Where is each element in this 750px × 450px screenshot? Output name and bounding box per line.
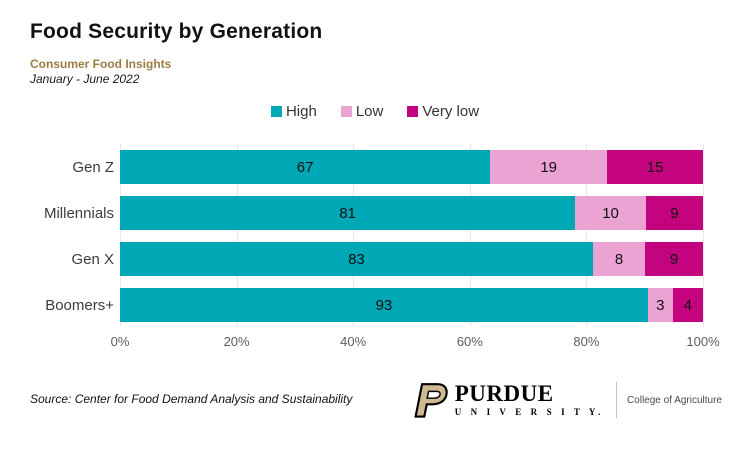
- x-tick-label: 100%: [686, 334, 720, 349]
- stacked-bar: 67 19 15: [120, 150, 703, 184]
- x-tick-label: 60%: [456, 334, 483, 349]
- source-note: Source: Center for Food Demand Analysis …: [30, 392, 353, 406]
- bar-segment-high: 81: [120, 196, 576, 230]
- bar-segment-very-low: 9: [645, 196, 703, 230]
- legend-item-low: Low: [340, 103, 384, 120]
- gridline-80%: [586, 144, 588, 326]
- purdue-wordmark-block: PURDUE U N I V E R S I T Y.: [454, 380, 604, 418]
- bar-segment-low: 8: [592, 242, 646, 276]
- purdue-p-icon: [414, 383, 448, 418]
- bar-row-gen-x: Gen X 83 8 9: [30, 242, 703, 276]
- row-label: Boomers+: [45, 296, 114, 314]
- bar-segment-very-low: 4: [672, 288, 703, 322]
- bar-row-boomers-: Boomers+ 93 3 4: [30, 288, 703, 322]
- bar-value: 8: [614, 250, 624, 268]
- gridlines: [120, 144, 704, 326]
- bar-value: 3: [656, 296, 665, 314]
- bar-segment-very-low: 9: [645, 242, 703, 276]
- college-label: College of Agriculture: [626, 394, 722, 406]
- legend-label: Low: [355, 103, 384, 120]
- page-title: Food Security by Generation: [30, 20, 323, 43]
- bar-value: 10: [602, 204, 619, 222]
- legend-swatch-very-low: [407, 106, 419, 117]
- x-tick-label: 40%: [340, 334, 367, 349]
- gridline-40%: [353, 144, 355, 326]
- stacked-bar: 93 3 4: [120, 288, 703, 322]
- legend-swatch-low: [340, 106, 352, 117]
- x-tick-label: 20%: [223, 334, 250, 349]
- bar-segment-high: 67: [120, 150, 491, 184]
- bar-value: 93: [375, 296, 393, 314]
- bar-segment-low: 10: [575, 196, 646, 230]
- stacked-bar: 83 8 9: [120, 242, 703, 276]
- gridline-20%: [236, 144, 238, 326]
- row-label: Millennials: [43, 204, 114, 222]
- purdue-university-label: U N I V E R S I T Y.: [454, 406, 604, 417]
- bar-value: 15: [646, 158, 664, 176]
- bar-segment-low: 3: [647, 288, 673, 322]
- gridline-60%: [469, 144, 471, 326]
- report-period: January - June 2022: [30, 72, 140, 86]
- bar-value: 81: [339, 204, 356, 222]
- logo-divider: [615, 382, 617, 418]
- x-axis: 0% 20% 40% 60% 80% 100%: [111, 334, 720, 352]
- row-label: Gen X: [71, 250, 114, 268]
- purdue-logo: PURDUE U N I V E R S I T Y. College of A…: [412, 379, 722, 421]
- legend-label: Very low: [422, 103, 480, 120]
- purdue-wordmark: PURDUE: [454, 380, 554, 406]
- bar-value: 4: [683, 296, 692, 314]
- bar-segment-high: 93: [120, 288, 648, 322]
- bar-value: 83: [348, 250, 365, 268]
- bar-value: 67: [296, 158, 314, 176]
- bar-segment-low: 19: [490, 150, 608, 184]
- gridline-100%: [703, 144, 704, 326]
- chart-legend: High Low Very low: [0, 103, 750, 120]
- legend-label: High: [285, 103, 317, 120]
- stacked-bar: 81 10 9: [120, 196, 703, 230]
- gridline-0%: [120, 144, 121, 326]
- legend-item-very-low: Very low: [407, 103, 479, 120]
- legend-item-high: High: [270, 103, 317, 120]
- stacked-bar-chart: Gen Z 67 19 15 Millennials 81 10 9 Gen X 83 8 9 Boom…: [30, 144, 720, 352]
- x-tick-label: 80%: [573, 334, 600, 349]
- report-subtitle: Consumer Food Insights: [30, 57, 172, 71]
- bar-segment-high: 83: [120, 242, 593, 276]
- x-tick-label: 0%: [110, 334, 130, 349]
- bar-row-millennials: Millennials 81 10 9: [30, 196, 703, 230]
- row-label: Gen Z: [72, 158, 114, 176]
- bar-row-gen-z: Gen Z 67 19 15: [30, 150, 703, 184]
- legend-swatch-high: [270, 106, 282, 117]
- chart-rows: Gen Z 67 19 15 Millennials 81 10 9 Gen X 83 8 9 Boom…: [30, 150, 703, 322]
- bar-value: 19: [540, 158, 558, 176]
- bar-segment-very-low: 15: [607, 150, 703, 184]
- bar-value: 9: [670, 204, 679, 222]
- bar-value: 9: [669, 250, 679, 268]
